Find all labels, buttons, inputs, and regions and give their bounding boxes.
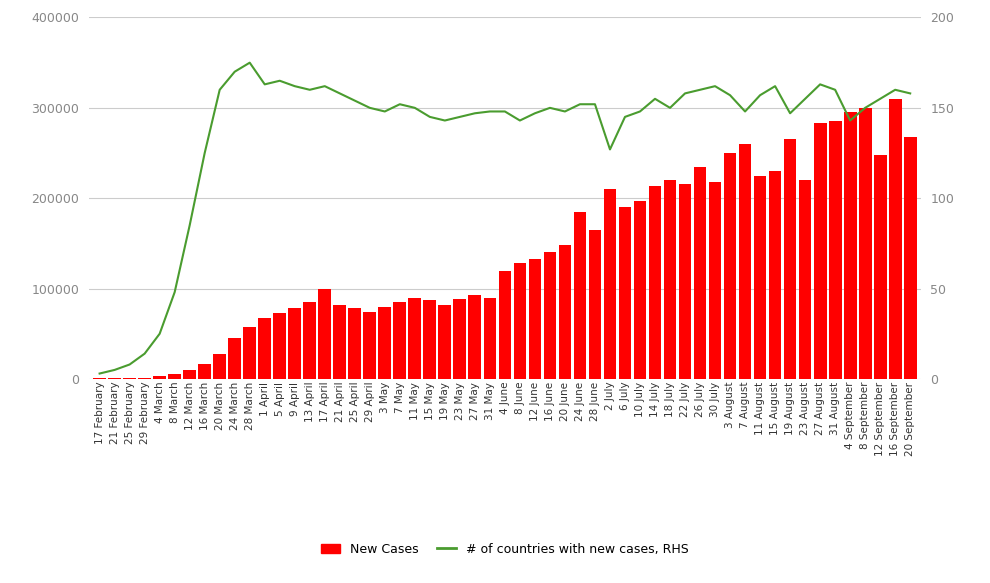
Bar [709,182,722,379]
Bar [348,308,361,379]
Bar [784,139,797,379]
Bar [558,245,571,379]
Bar [589,230,601,379]
Bar [334,305,346,379]
Bar [724,153,737,379]
Bar [648,185,661,379]
Bar [229,338,242,379]
Bar [739,144,751,379]
Bar [544,252,556,379]
Bar [319,289,331,379]
Bar [904,137,917,379]
Bar [183,370,196,379]
Bar [679,184,691,379]
Bar [829,121,842,379]
Bar [123,378,136,379]
Bar [499,271,511,379]
Bar [453,300,466,379]
Bar [168,374,181,379]
Bar [424,300,437,379]
Bar [799,180,812,379]
Bar [814,123,827,379]
Bar [483,297,496,379]
Bar [213,354,226,379]
Bar [753,175,766,379]
Bar [258,318,271,379]
Bar [393,302,406,379]
Bar [288,308,301,379]
Bar [663,180,676,379]
Bar [514,264,527,379]
Bar [303,302,316,379]
Bar [439,305,451,379]
Bar [874,155,887,379]
Bar [843,113,856,379]
Bar [768,171,781,379]
Bar [858,108,871,379]
Bar [468,295,481,379]
Bar [573,212,586,379]
Bar [619,207,632,379]
Bar [153,376,166,379]
Bar [378,307,391,379]
Bar [529,259,542,379]
Bar [273,313,286,379]
Bar [889,99,902,379]
Bar [244,326,256,379]
Bar [409,297,421,379]
Bar [139,378,151,379]
Bar [198,364,211,379]
Bar [634,201,646,379]
Bar [604,189,617,379]
Bar [363,312,376,379]
Bar [694,167,707,379]
Legend: New Cases, # of countries with new cases, RHS: New Cases, # of countries with new cases… [316,538,694,561]
